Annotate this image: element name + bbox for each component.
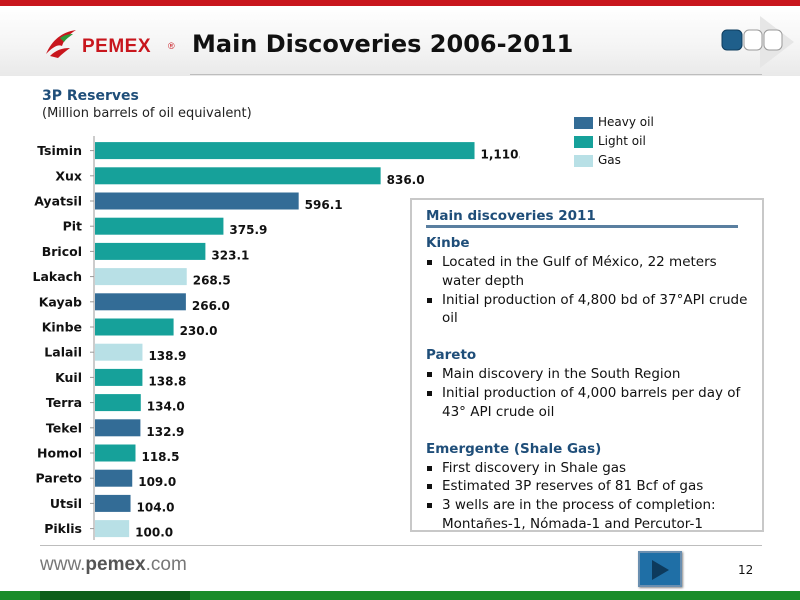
bullet-item: Main discovery in the South Region	[426, 365, 751, 384]
main-discoveries-2011-box: Main discoveries 2011 Kinbe Located in t…	[410, 198, 764, 532]
data-label: 596.1	[305, 198, 343, 212]
category-label: Bricol	[42, 244, 82, 259]
bar-kuil	[95, 368, 143, 386]
legend-swatch-heavy-oil	[574, 117, 593, 129]
bar-pareto	[95, 469, 133, 487]
data-label: 266.0	[192, 299, 230, 313]
top-accent-bar	[0, 0, 800, 6]
bar-xux	[95, 167, 381, 185]
play-next-icon	[652, 560, 669, 580]
legend-label-light-oil: Light oil	[598, 134, 646, 148]
data-label: 138.9	[148, 349, 186, 363]
category-label: Pareto	[36, 471, 83, 486]
pemex-eagle-logo-icon	[46, 30, 76, 58]
page-number: 12	[738, 563, 754, 577]
header-divider	[190, 74, 762, 75]
bullet-item: Located in the Gulf of México, 22 meters…	[426, 253, 751, 291]
data-label: 323.1	[211, 248, 249, 262]
section-title-pareto: Pareto	[426, 347, 477, 364]
section-emergente: Emergente (Shale Gas) First discovery in…	[426, 440, 762, 534]
legend-swatch-gas	[574, 155, 593, 167]
bar-lalail	[95, 343, 143, 361]
bar-kayab	[95, 293, 186, 311]
bullet-item: Initial production of 4,000 barrels per …	[426, 384, 751, 422]
navigation-squares-icon[interactable]	[716, 14, 796, 70]
category-label: Lakach	[33, 269, 82, 284]
chart-subtitle: (Million barrels of oil equivalent)	[42, 106, 252, 121]
bar-tsimin	[95, 142, 475, 160]
chart-title: 3P Reserves	[42, 88, 139, 104]
data-label: 138.8	[148, 374, 186, 388]
header-background	[0, 6, 800, 76]
bullet-item: Initial production of 4,800 bd of 37°API…	[426, 291, 751, 329]
bullet-list: First discovery in Shale gas Estimated 3…	[426, 459, 762, 534]
pemex-logo: PEMEX ®	[42, 26, 182, 62]
data-label: 375.9	[229, 223, 267, 237]
page-title: Main Discoveries 2006-2011	[192, 30, 574, 58]
bullet-item: 3 wells are in the process of completion…	[426, 496, 751, 534]
data-label: 1,110.8	[481, 148, 520, 162]
data-label: 268.5	[193, 274, 231, 288]
data-label: 109.0	[138, 475, 176, 489]
legend-swatch-light-oil	[574, 136, 593, 148]
bar-chart: Tsimin 1,110.8 Xux 836.0 Ayatsil 596.1 Pit 375.…	[33, 136, 520, 540]
bar-tekel	[95, 419, 141, 437]
category-label: Utsil	[50, 496, 82, 511]
category-label: Tsimin	[37, 143, 82, 158]
category-label: Kinbe	[42, 320, 82, 335]
bullet-list: Located in the Gulf of México, 22 meters…	[426, 253, 762, 328]
bar-homol	[95, 444, 136, 462]
section-title-emergente: Emergente (Shale Gas)	[426, 440, 602, 457]
category-label: Terra	[46, 395, 82, 410]
bar-kinbe	[95, 318, 174, 336]
category-label: Lalail	[44, 345, 82, 360]
footer-divider	[40, 545, 762, 546]
data-label: 132.9	[146, 425, 184, 439]
data-label: 100.0	[135, 526, 173, 540]
category-label: Kayab	[39, 294, 82, 309]
bottom-accent-bar	[0, 591, 800, 600]
bar-bricol	[95, 242, 206, 260]
legend-label-heavy-oil: Heavy oil	[598, 115, 654, 129]
bar-piklis	[95, 520, 130, 538]
bottom-accent-bar-dark	[40, 591, 190, 600]
data-label: 230.0	[180, 324, 218, 338]
info-box-heading: Main discoveries 2011	[426, 208, 738, 228]
bullet-item: First discovery in Shale gas	[426, 459, 751, 478]
logo-registered-mark: ®	[168, 41, 175, 51]
bar-terra	[95, 394, 141, 412]
category-label: Kuil	[55, 370, 82, 385]
data-label: 134.0	[147, 400, 185, 414]
legend-label-gas: Gas	[598, 153, 621, 167]
category-label: Tekel	[46, 420, 82, 435]
data-label: 836.0	[387, 173, 425, 187]
bullet-list: Main discovery in the South Region Initi…	[426, 365, 762, 421]
bar-lakach	[95, 268, 187, 286]
bar-utsil	[95, 494, 131, 512]
footer-website-link[interactable]: www.pemex.com	[40, 554, 187, 576]
category-label: Xux	[55, 168, 82, 183]
section-kinbe: Kinbe Located in the Gulf of México, 22 …	[426, 234, 762, 328]
bar-ayatsil	[95, 192, 299, 210]
next-slide-button[interactable]	[638, 551, 682, 587]
data-label: 118.5	[141, 450, 179, 464]
footer-url-suffix: .com	[145, 554, 187, 575]
logo-text: PEMEX	[82, 36, 152, 57]
category-label: Pit	[63, 219, 82, 234]
data-label: 104.0	[137, 500, 175, 514]
category-label: Ayatsil	[34, 194, 82, 209]
category-label: Homol	[37, 446, 82, 461]
section-pareto: Pareto Main discovery in the South Regio…	[426, 346, 762, 421]
section-title-kinbe: Kinbe	[426, 235, 470, 251]
footer-url-prefix: www.	[40, 554, 86, 575]
bullet-item: Estimated 3P reserves of 81 Bcf of gas	[426, 477, 751, 496]
footer-url-brand: pemex	[85, 554, 146, 575]
category-label: Piklis	[44, 521, 82, 536]
bar-pit	[95, 217, 224, 235]
